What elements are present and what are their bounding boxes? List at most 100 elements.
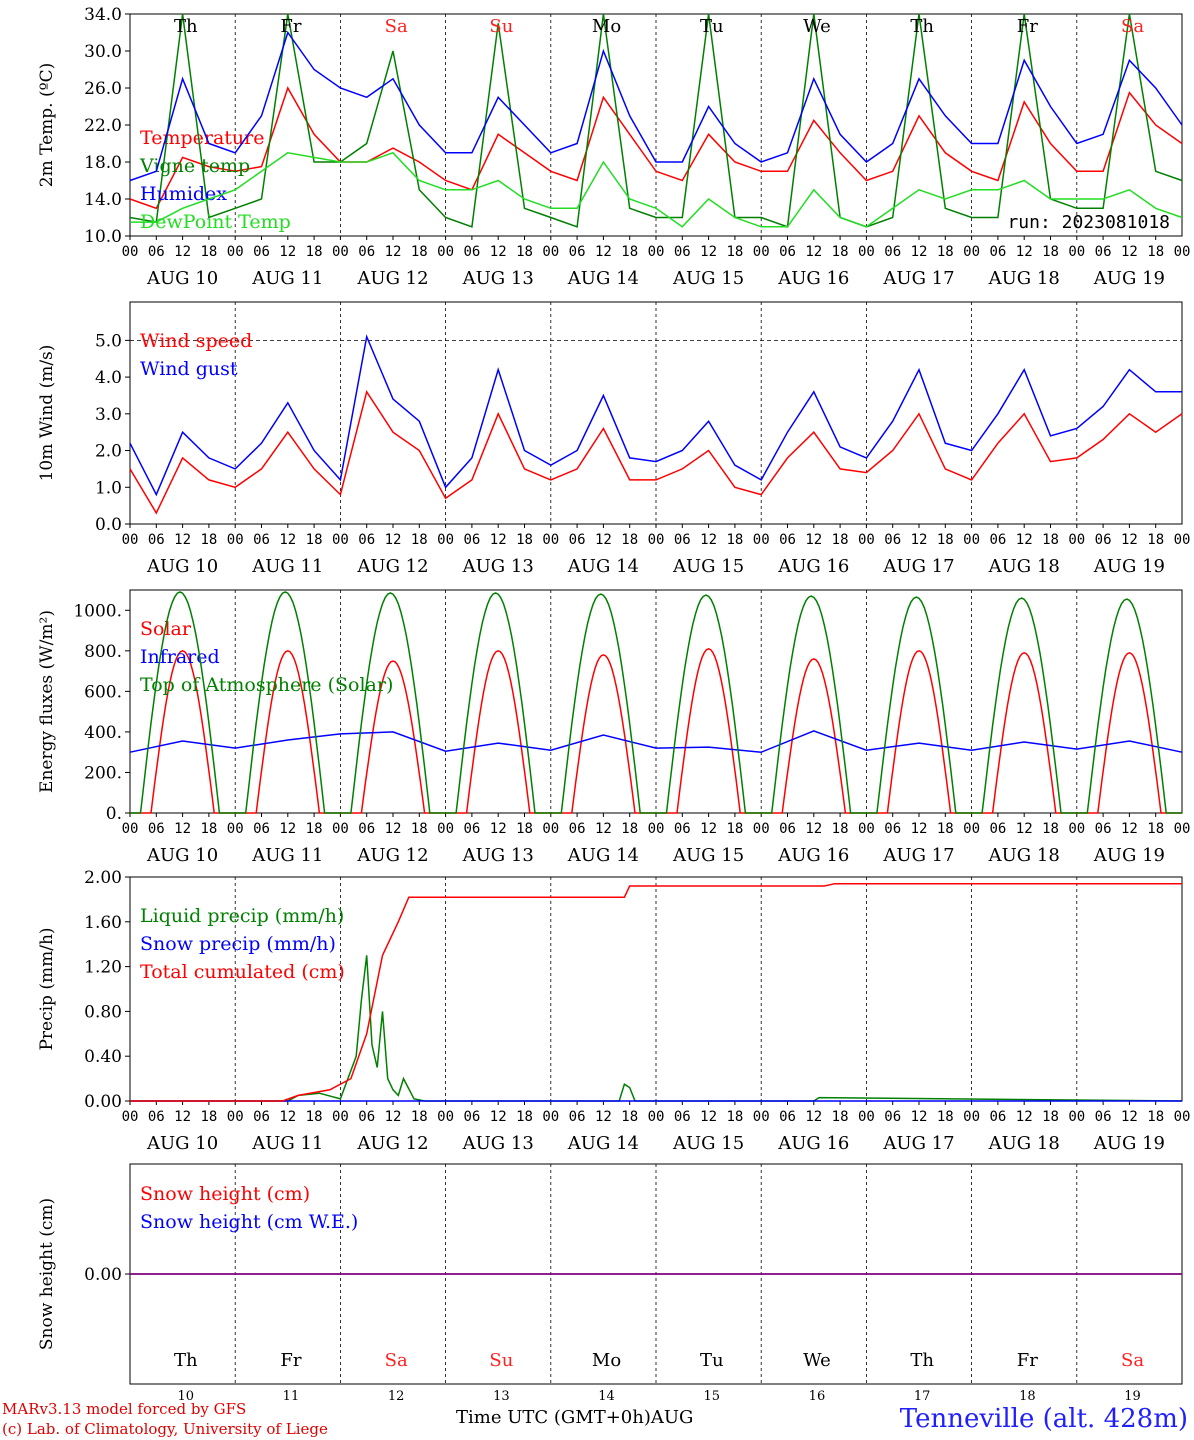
hour-tick-label: 18	[411, 532, 428, 548]
hour-tick-label: 00	[542, 821, 559, 837]
y-tick-label: 3.0	[95, 405, 122, 425]
hour-tick-label: 18	[726, 1109, 743, 1125]
y-tick-label: 800.	[84, 642, 122, 662]
y-tick-label: 600.	[84, 682, 122, 702]
date-label: AUG 13	[462, 845, 534, 866]
hour-tick-label: 00	[122, 244, 139, 260]
day-number-label: 18	[1019, 1389, 1036, 1404]
date-label: AUG 13	[462, 556, 534, 577]
legend-entry: Snow height (cm W.E.)	[140, 1211, 358, 1233]
date-label: AUG 11	[251, 268, 323, 289]
hour-tick-label: 00	[753, 244, 770, 260]
y-tick-label: 2.00	[84, 868, 122, 888]
y-tick-label: 1000.	[73, 601, 122, 621]
hour-tick-label: 06	[674, 1109, 691, 1125]
hour-tick-label: 18	[200, 244, 217, 260]
hour-tick-label: 12	[1016, 1109, 1033, 1125]
hour-tick-label: 06	[1095, 821, 1112, 837]
legend-entry: Liquid precip (mm/h)	[140, 905, 344, 927]
y-tick-label: 2.0	[95, 442, 122, 462]
hour-tick-label: 00	[1068, 244, 1085, 260]
hour-tick-label: 00	[332, 244, 349, 260]
hour-tick-label: 18	[1147, 244, 1164, 260]
date-label: AUG 19	[1093, 556, 1165, 577]
day-number-label: 19	[1124, 1389, 1141, 1404]
date-label: AUG 18	[988, 268, 1060, 289]
legend-entry: Top of Atmosphere (Solar)	[140, 674, 393, 696]
hour-tick-label: 06	[1095, 244, 1112, 260]
date-label: AUG 18	[988, 1133, 1060, 1154]
day-number-label: 10	[177, 1389, 194, 1404]
y-tick-label: 18.0	[84, 153, 122, 173]
series-line-humidex	[129, 30, 1183, 182]
hour-tick-label: 18	[832, 532, 849, 548]
day-number-label: 14	[598, 1389, 615, 1404]
hour-tick-label: 06	[358, 244, 375, 260]
hour-tick-label: 00	[648, 1109, 665, 1125]
hour-tick-label: 12	[911, 1109, 928, 1125]
weekday-label: Sa	[385, 16, 408, 37]
hour-tick-label: 12	[490, 1109, 507, 1125]
hour-tick-label: 00	[1174, 244, 1191, 260]
hour-tick-label: 18	[937, 821, 954, 837]
hour-tick-label: 00	[1174, 821, 1191, 837]
hour-tick-label: 12	[805, 1109, 822, 1125]
hour-tick-label: 18	[937, 1109, 954, 1125]
hour-tick-label: 12	[911, 532, 928, 548]
hour-tick-label: 06	[989, 821, 1006, 837]
hour-tick-label: 00	[648, 532, 665, 548]
hour-tick-label: 06	[148, 1109, 165, 1125]
hour-tick-label: 00	[1068, 1109, 1085, 1125]
weekday-label: Th	[910, 16, 934, 37]
hour-tick-label: 12	[385, 244, 402, 260]
weekday-label: Fr	[1017, 16, 1038, 37]
day-number-label: 12	[388, 1389, 405, 1404]
hour-tick-label: 18	[1147, 1109, 1164, 1125]
hour-tick-label: 18	[726, 532, 743, 548]
y-tick-label: 1.20	[84, 958, 122, 978]
hour-tick-label: 00	[542, 1109, 559, 1125]
hour-tick-label: 06	[1095, 1109, 1112, 1125]
hour-tick-label: 00	[332, 1109, 349, 1125]
hour-tick-label: 18	[516, 532, 533, 548]
hour-tick-label: 06	[253, 532, 270, 548]
hour-tick-label: 00	[858, 1109, 875, 1125]
date-label: AUG 14	[567, 268, 639, 289]
weekday-label: Th	[174, 16, 198, 37]
weekday-label: Su	[489, 1350, 513, 1371]
hour-tick-label: 18	[1042, 532, 1059, 548]
hour-tick-label: 00	[332, 532, 349, 548]
hour-tick-label: 06	[253, 821, 270, 837]
hour-tick-label: 12	[805, 821, 822, 837]
panel-frame	[129, 589, 1183, 814]
time-axis-label: Time UTC (GMT+0h)AUG	[456, 1407, 694, 1428]
hour-tick-label: 00	[227, 244, 244, 260]
hour-tick-label: 18	[621, 821, 638, 837]
weekday-label: Sa	[1121, 1350, 1144, 1371]
hour-tick-label: 12	[174, 244, 191, 260]
y-tick-label: 0.0	[95, 515, 122, 535]
hour-tick-label: 12	[385, 1109, 402, 1125]
weekday-label: Fr	[280, 16, 301, 37]
hour-tick-label: 06	[358, 821, 375, 837]
date-label: AUG 19	[1093, 845, 1165, 866]
hour-tick-label: 18	[726, 821, 743, 837]
hour-tick-label: 00	[963, 244, 980, 260]
hour-tick-label: 18	[621, 532, 638, 548]
hour-tick-label: 12	[911, 244, 928, 260]
y-axis-label: 2m Temp. (ºC)	[37, 63, 57, 188]
hour-tick-label: 12	[595, 821, 612, 837]
hour-tick-label: 00	[542, 532, 559, 548]
weekday-label: Tu	[700, 16, 724, 37]
date-label: AUG 10	[146, 268, 218, 289]
hour-tick-label: 18	[411, 821, 428, 837]
hour-tick-label: 12	[700, 244, 717, 260]
hour-tick-label: 06	[569, 1109, 586, 1125]
hour-tick-label: 18	[1042, 821, 1059, 837]
hour-tick-label: 18	[306, 532, 323, 548]
hour-tick-label: 12	[700, 821, 717, 837]
hour-tick-label: 06	[569, 532, 586, 548]
hour-tick-label: 06	[1095, 532, 1112, 548]
date-label: AUG 13	[462, 268, 534, 289]
